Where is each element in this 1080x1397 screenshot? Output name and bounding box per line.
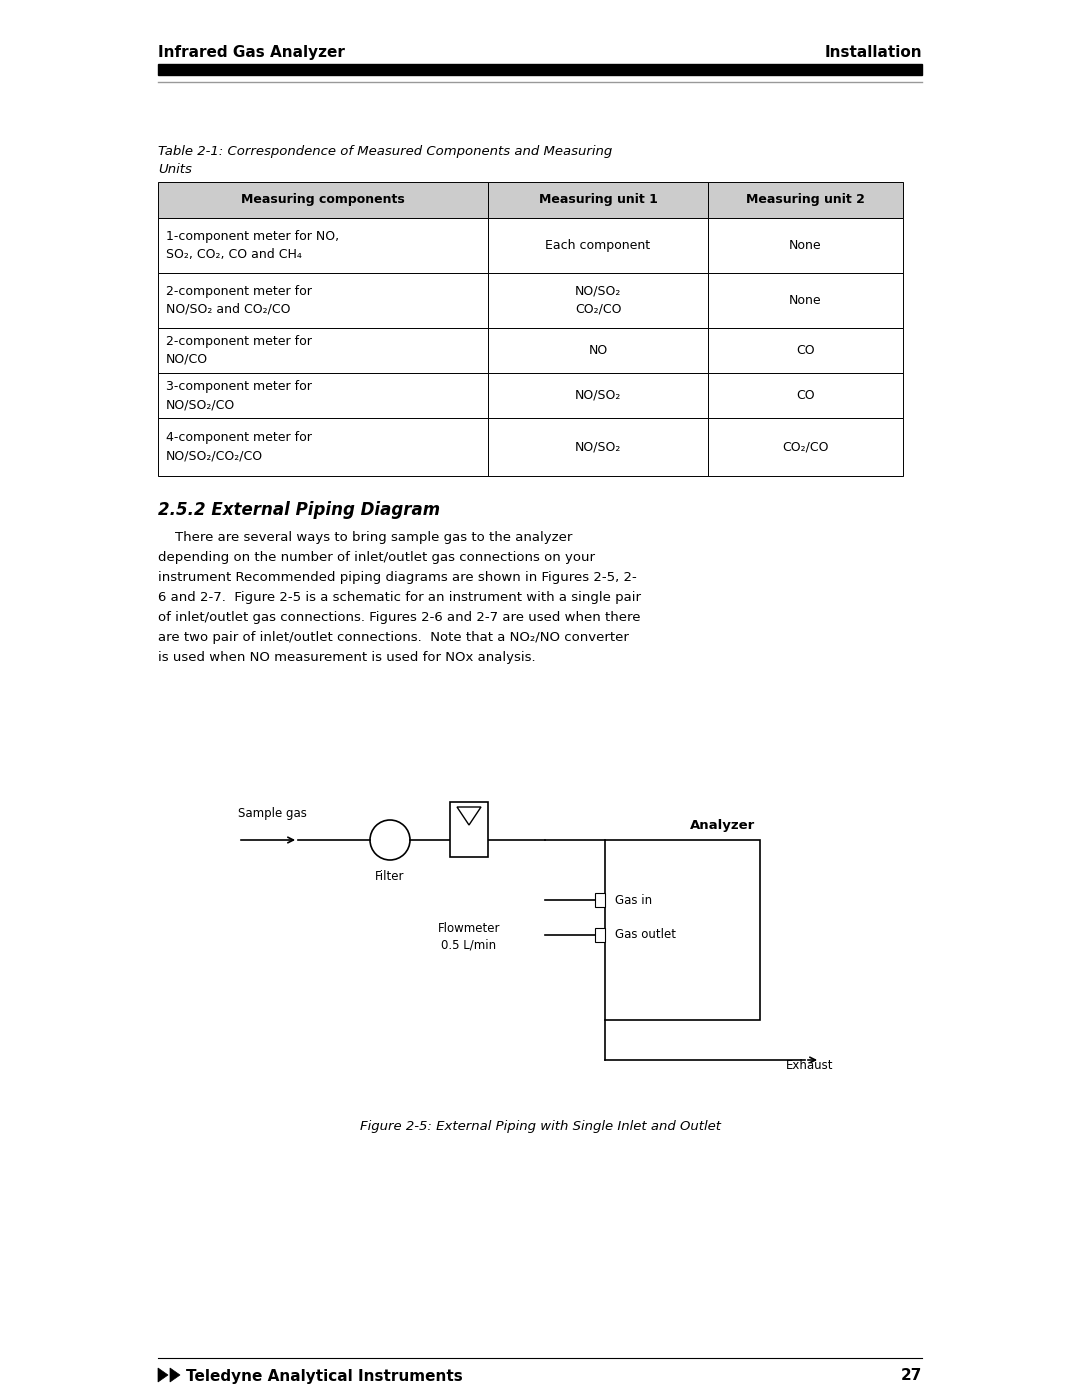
Text: Each component: Each component (545, 239, 650, 251)
Bar (708, 182, 903, 218)
Text: of inlet/outlet gas connections. Figures 2-6 and 2-7 are used when there: of inlet/outlet gas connections. Figures… (158, 610, 640, 624)
Text: CO: CO (796, 388, 814, 402)
Text: CO₂/CO: CO₂/CO (782, 440, 828, 454)
Text: depending on the number of inlet/outlet gas connections on your: depending on the number of inlet/outlet … (158, 550, 595, 564)
Text: Measuring components: Measuring components (241, 194, 405, 207)
Text: NO/SO₂: NO/SO₂ (575, 388, 621, 402)
Text: Units: Units (158, 163, 192, 176)
Text: None: None (789, 293, 822, 307)
Text: 2-component meter for
NO/CO: 2-component meter for NO/CO (166, 335, 312, 366)
Text: Table 2-1: Correspondence of Measured Components and Measuring: Table 2-1: Correspondence of Measured Co… (158, 145, 612, 158)
Bar (158, 272, 488, 328)
Bar (708, 272, 903, 328)
Text: Analyzer: Analyzer (690, 819, 755, 833)
Bar (488, 218, 708, 272)
Text: Installation: Installation (824, 45, 922, 60)
Text: Measuring unit 1: Measuring unit 1 (539, 194, 658, 207)
Text: 6 and 2-7.  Figure 2-5 is a schematic for an instrument with a single pair: 6 and 2-7. Figure 2-5 is a schematic for… (158, 591, 642, 604)
Bar (158, 182, 488, 218)
Bar (595, 928, 605, 942)
Text: 2.5.2 External Piping Diagram: 2.5.2 External Piping Diagram (158, 502, 441, 520)
Text: 27: 27 (901, 1369, 922, 1383)
Bar (158, 64, 922, 75)
Bar (488, 272, 708, 328)
Bar (158, 418, 488, 476)
Bar (488, 328, 708, 373)
Bar (488, 373, 708, 418)
Text: Gas outlet: Gas outlet (615, 929, 676, 942)
Text: 4-component meter for
NO/SO₂/CO₂/CO: 4-component meter for NO/SO₂/CO₂/CO (166, 432, 312, 462)
Bar (708, 328, 903, 373)
Bar (488, 182, 708, 218)
Text: Gas in: Gas in (615, 894, 652, 907)
Text: Sample gas: Sample gas (238, 807, 307, 820)
Text: 2-component meter for
NO/SO₂ and CO₂/CO: 2-component meter for NO/SO₂ and CO₂/CO (166, 285, 312, 316)
Polygon shape (158, 1368, 168, 1382)
Bar (450, 802, 488, 856)
Text: Infrared Gas Analyzer: Infrared Gas Analyzer (158, 45, 345, 60)
Text: is used when NO measurement is used for NOx analysis.: is used when NO measurement is used for … (158, 651, 536, 664)
Text: 1-component meter for NO,
SO₂, CO₂, CO and CH₄: 1-component meter for NO, SO₂, CO₂, CO a… (166, 231, 339, 261)
Text: Exhaust: Exhaust (786, 1059, 834, 1071)
Text: NO/SO₂: NO/SO₂ (575, 440, 621, 454)
Text: Flowmeter
0.5 L/min: Flowmeter 0.5 L/min (437, 922, 500, 951)
Text: 3-component meter for
NO/SO₂/CO: 3-component meter for NO/SO₂/CO (166, 380, 312, 411)
Bar (708, 218, 903, 272)
Bar (158, 373, 488, 418)
Bar (158, 218, 488, 272)
Bar (708, 373, 903, 418)
Text: There are several ways to bring sample gas to the analyzer: There are several ways to bring sample g… (158, 531, 572, 543)
Text: CO: CO (796, 344, 814, 358)
Text: are two pair of inlet/outlet connections.  Note that a NO₂/NO converter: are two pair of inlet/outlet connections… (158, 631, 629, 644)
Text: Figure 2-5: External Piping with Single Inlet and Outlet: Figure 2-5: External Piping with Single … (360, 1120, 720, 1133)
Text: NO: NO (589, 344, 608, 358)
Text: instrument Recommended piping diagrams are shown in Figures 2-5, 2-: instrument Recommended piping diagrams a… (158, 571, 637, 584)
Bar (595, 893, 605, 907)
Polygon shape (170, 1368, 180, 1382)
Bar (488, 418, 708, 476)
Text: Teledyne Analytical Instruments: Teledyne Analytical Instruments (186, 1369, 462, 1383)
Bar (708, 418, 903, 476)
Bar (158, 328, 488, 373)
Text: NO/SO₂
CO₂/CO: NO/SO₂ CO₂/CO (575, 285, 621, 316)
Text: Measuring unit 2: Measuring unit 2 (746, 194, 865, 207)
Text: Filter: Filter (375, 870, 405, 883)
Text: None: None (789, 239, 822, 251)
Bar (605, 840, 760, 1020)
